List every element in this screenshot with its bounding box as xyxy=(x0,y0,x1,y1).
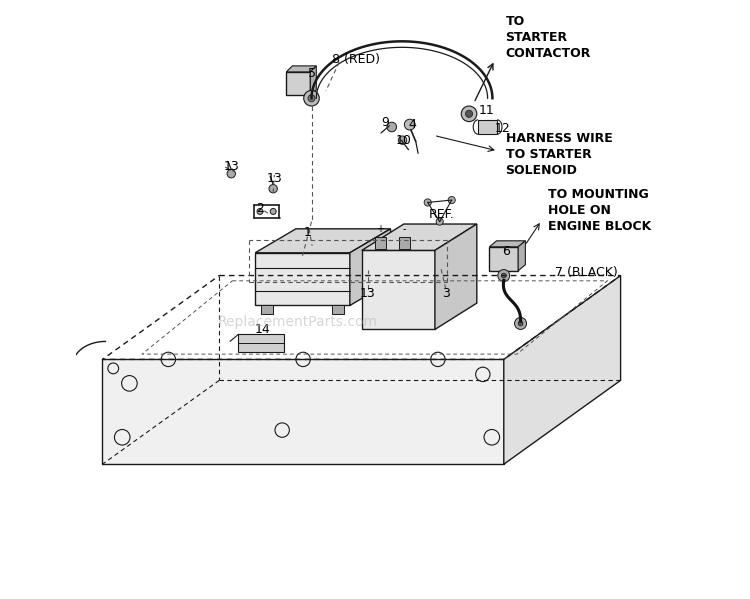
Polygon shape xyxy=(310,66,316,95)
Circle shape xyxy=(270,208,276,214)
Text: ReplacementParts.com: ReplacementParts.com xyxy=(217,315,377,329)
Text: 13: 13 xyxy=(224,160,239,173)
Circle shape xyxy=(466,110,472,117)
Circle shape xyxy=(518,321,523,326)
Text: 4: 4 xyxy=(408,118,416,131)
Circle shape xyxy=(424,199,431,206)
Polygon shape xyxy=(103,359,504,464)
Polygon shape xyxy=(518,241,525,271)
Polygon shape xyxy=(238,334,284,352)
Circle shape xyxy=(448,196,455,204)
Polygon shape xyxy=(490,241,525,247)
Polygon shape xyxy=(375,237,386,249)
Polygon shape xyxy=(504,276,620,464)
Text: 8 (RED): 8 (RED) xyxy=(332,53,380,66)
Polygon shape xyxy=(261,305,273,314)
Text: +: + xyxy=(376,225,385,234)
Text: 13: 13 xyxy=(266,172,282,185)
Circle shape xyxy=(436,218,443,225)
Circle shape xyxy=(498,270,510,282)
Circle shape xyxy=(304,90,320,106)
Text: 3: 3 xyxy=(442,287,449,300)
Circle shape xyxy=(398,136,406,144)
Circle shape xyxy=(404,119,416,130)
Text: 14: 14 xyxy=(254,323,270,336)
Text: 9: 9 xyxy=(382,116,389,129)
Text: TO MOUNTING
HOLE ON
ENGINE BLOCK: TO MOUNTING HOLE ON ENGINE BLOCK xyxy=(548,188,651,234)
Circle shape xyxy=(502,273,506,278)
Polygon shape xyxy=(478,120,497,134)
Polygon shape xyxy=(350,229,391,305)
Circle shape xyxy=(387,122,397,132)
Text: 1: 1 xyxy=(304,226,312,239)
Text: 10: 10 xyxy=(396,134,412,147)
Text: HARNESS WIRE
TO STARTER
SOLENOID: HARNESS WIRE TO STARTER SOLENOID xyxy=(506,132,612,177)
Text: 2: 2 xyxy=(256,202,264,215)
Polygon shape xyxy=(286,66,316,72)
Polygon shape xyxy=(286,72,310,95)
Text: -: - xyxy=(403,225,406,234)
Circle shape xyxy=(227,170,236,178)
Circle shape xyxy=(308,95,315,102)
Polygon shape xyxy=(255,253,350,305)
Text: 11: 11 xyxy=(478,104,494,117)
Circle shape xyxy=(514,317,526,329)
Polygon shape xyxy=(490,247,518,271)
Text: 7 (BLACK): 7 (BLACK) xyxy=(555,266,617,279)
Text: 5: 5 xyxy=(308,66,316,80)
Text: 6: 6 xyxy=(502,245,509,258)
Circle shape xyxy=(461,106,477,122)
Polygon shape xyxy=(362,250,435,329)
Polygon shape xyxy=(399,237,410,249)
Polygon shape xyxy=(362,224,477,250)
Polygon shape xyxy=(332,305,344,314)
Circle shape xyxy=(257,208,263,214)
Text: TO
STARTER
CONTACTOR: TO STARTER CONTACTOR xyxy=(506,14,591,60)
Polygon shape xyxy=(435,224,477,329)
Polygon shape xyxy=(255,229,391,253)
Text: 12: 12 xyxy=(495,122,511,135)
Circle shape xyxy=(269,184,278,193)
Text: REF.: REF. xyxy=(429,208,455,221)
Text: 13: 13 xyxy=(360,287,376,300)
